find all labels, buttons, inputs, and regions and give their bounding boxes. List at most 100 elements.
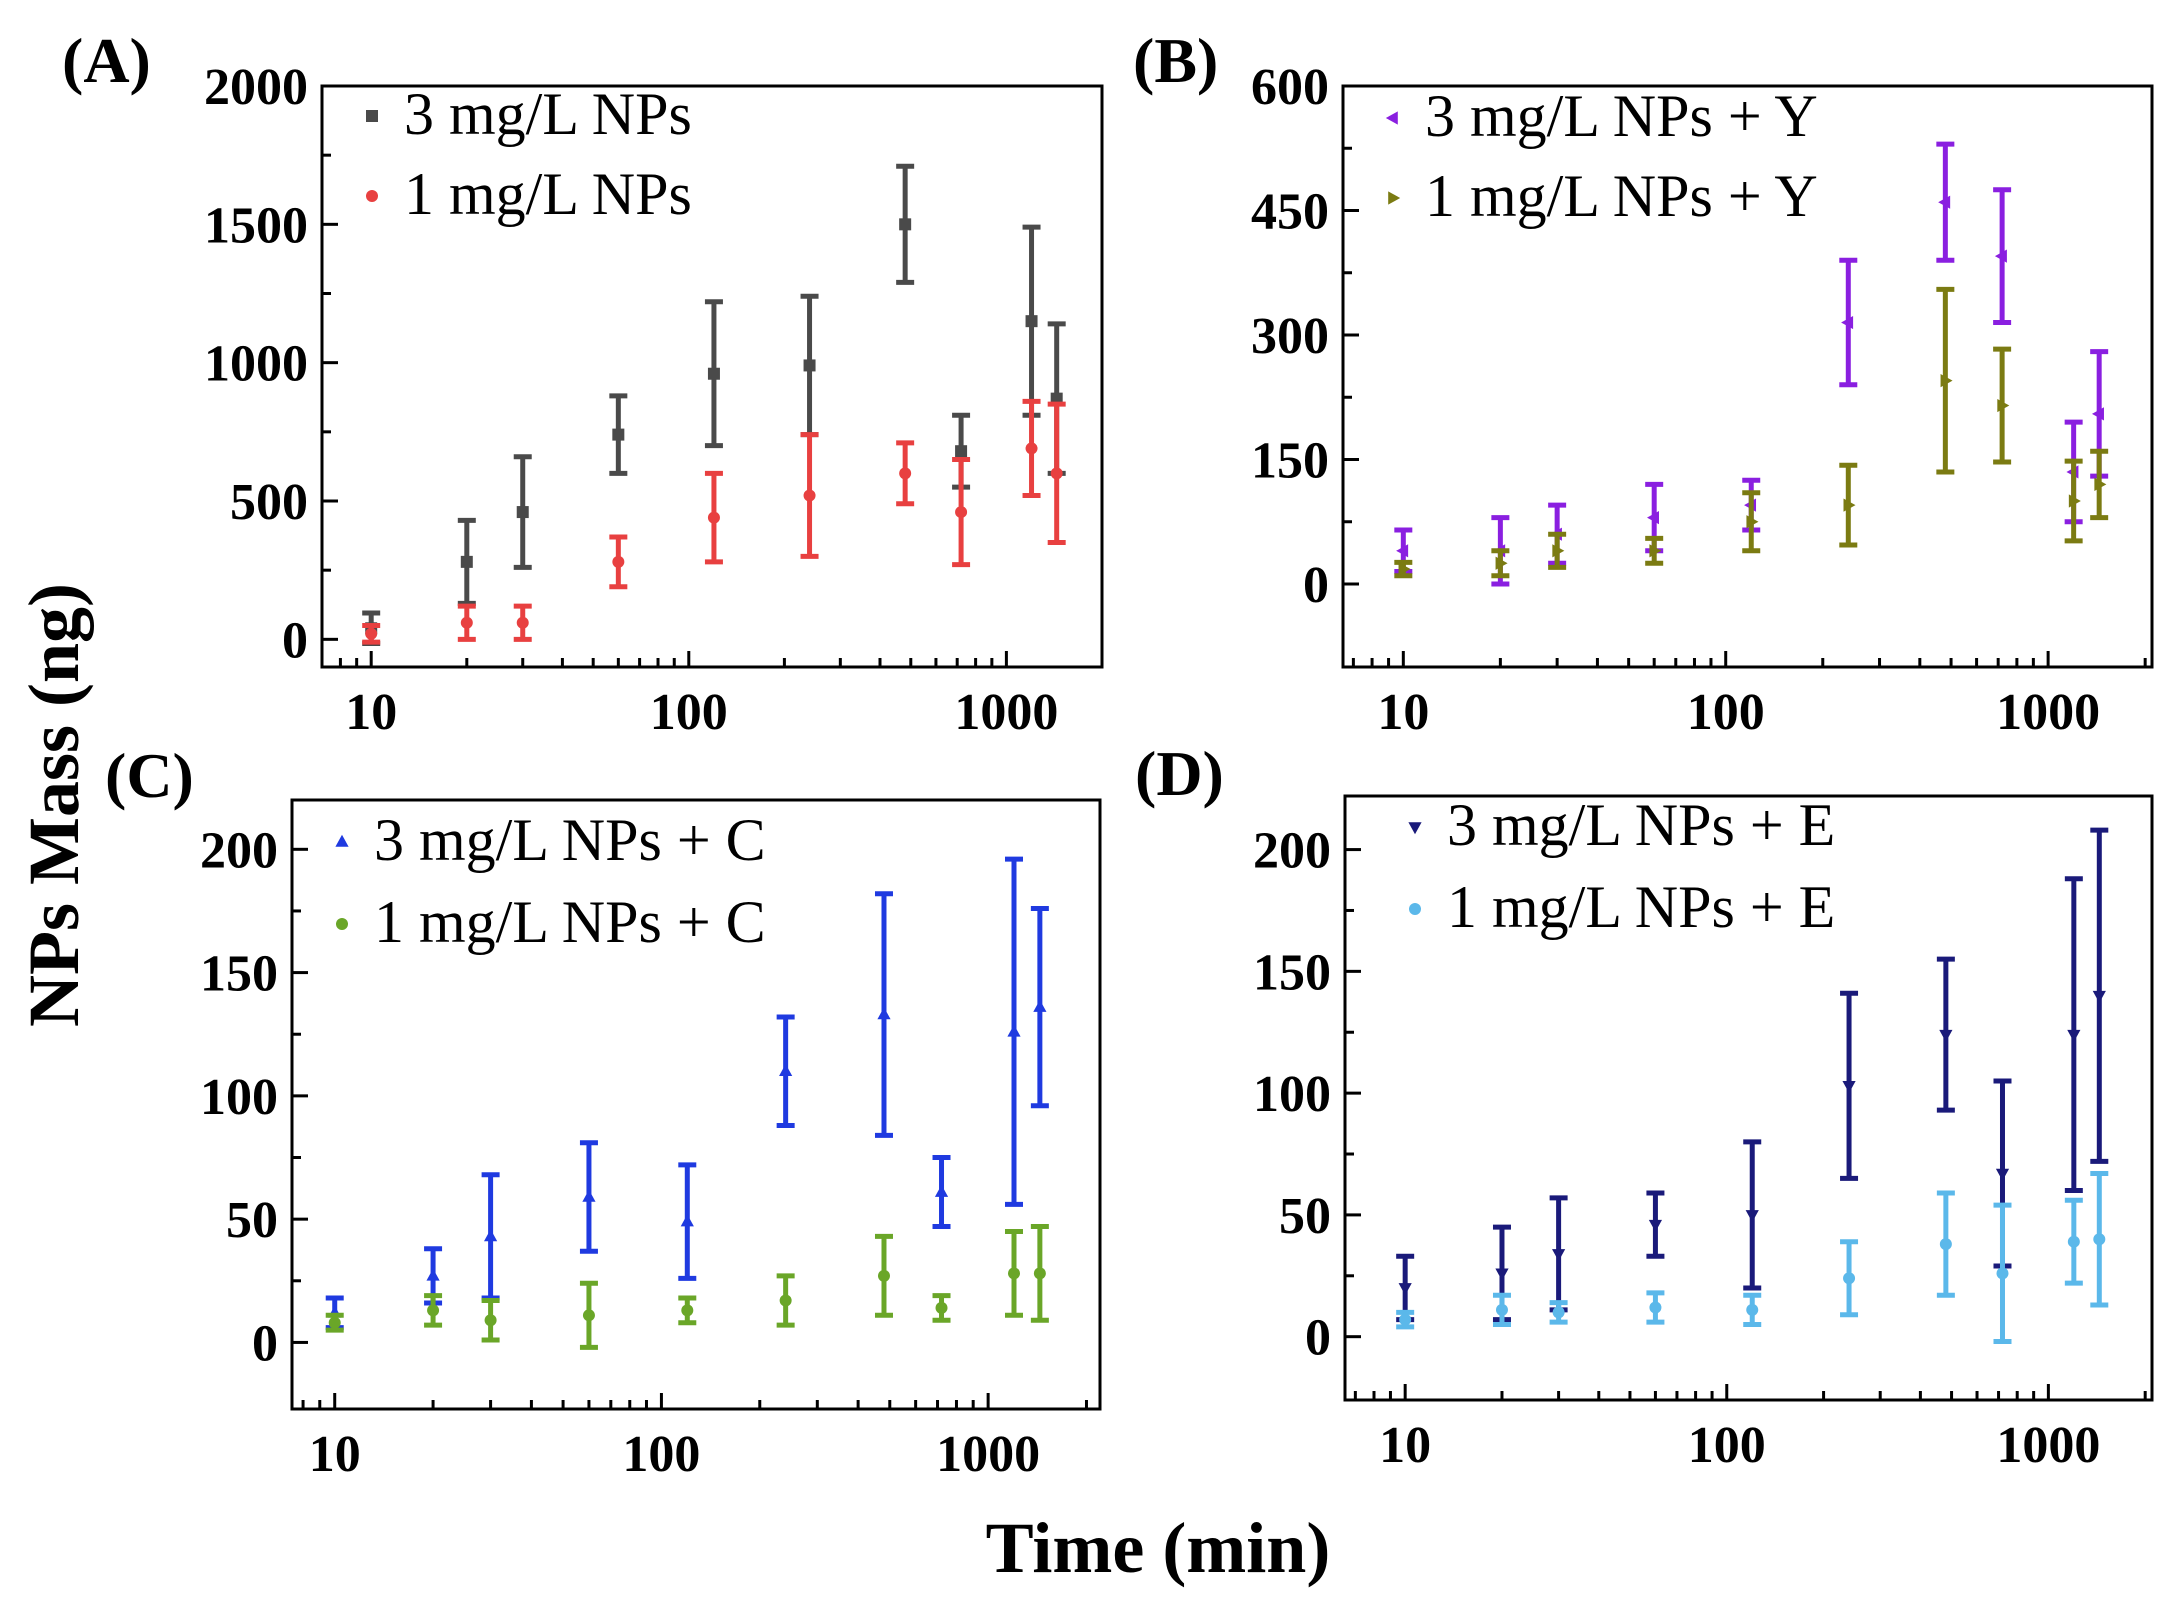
data-point [1649,1301,1662,1314]
data-point [779,1064,793,1077]
data-point [955,506,968,519]
data-point [1495,1303,1508,1316]
data-point [877,1007,891,1020]
data-point [1746,1303,1759,1316]
panel-b: (B) 10 100 1000 0 150 300 450 600 3 mg/L NPs + Y 1… [1133,25,2154,741]
y-tick-label: 0 [282,612,308,669]
y-tick-label: 1500 [204,197,308,254]
data-point [1746,515,1759,529]
data-point [1995,1168,2010,1181]
data-point [1033,1267,1046,1280]
data-point [1552,1306,1565,1319]
data-point [1495,1268,1509,1281]
data-point [935,1301,948,1314]
data-point [1396,544,1409,558]
legend-marker [1408,822,1422,835]
legend-label: 3 mg/L NPs [404,81,692,147]
data-point [1940,374,1953,388]
data-point [1938,195,1951,209]
y-tick-label: 1000 [204,336,308,393]
x-axis-title: Time (min) [986,1508,1331,1588]
x-tick-label: 1000 [954,684,1058,741]
data-point [1552,544,1565,558]
data-point [1025,442,1038,455]
data-point [460,616,473,629]
data-point [1050,467,1063,480]
legend-marker [1385,111,1398,125]
panel-label: (B) [1133,25,1218,96]
plot-frame [320,84,1104,669]
panel-d: (D) 10 100 1000 0 50 100 150 200 3 mg/L NPs + E 1 … [1135,738,2154,1474]
data-point [1939,1029,1953,1042]
data-point [483,1229,498,1242]
plot-frame [290,798,1102,1411]
series-2 [1394,286,2109,579]
y-tick-label: 600 [1251,59,1329,116]
plot-frame [1343,794,2154,1402]
data-point [899,467,912,480]
data-point [707,367,720,380]
data-point [2067,1235,2080,1248]
series-1 [362,163,1066,646]
legend-marker [335,834,349,847]
legend-marker [1388,191,1401,205]
data-point [1994,249,2007,263]
data-point [1007,1024,1021,1037]
y-tick-label: 100 [1253,1066,1331,1123]
data-point [1745,1210,1759,1223]
legend-label: 3 mg/L NPs + E [1447,792,1835,858]
data-point [934,1184,949,1197]
data-point [1398,1283,1412,1296]
x-tick-label: 10 [1377,684,1429,741]
legend-label: 3 mg/L NPs + C [374,807,766,873]
plot-frame [1341,84,2154,669]
panel-c: (C) 10 100 1000 0 50 100 150 200 3 mg/L NPs + C 1 … [105,740,1102,1483]
panel-label: (A) [62,25,151,96]
x-tick-label: 100 [650,684,728,741]
data-point [803,359,816,372]
data-point [612,555,625,568]
data-point [955,445,968,458]
data-point [899,218,912,231]
data-point [516,506,529,519]
y-tick-label: 300 [1251,308,1329,365]
x-tick-label: 100 [622,1426,700,1483]
x-tick-label: 100 [1688,1417,1766,1474]
data-point [2091,407,2104,421]
data-point [1939,1238,1952,1251]
legend-marker [336,918,348,930]
data-point [1399,1313,1412,1326]
y-tick-label: 150 [200,946,278,1003]
legend-marker [366,190,378,202]
y-tick-label: 500 [230,474,308,531]
data-point [803,489,816,502]
data-point [328,1316,341,1329]
data-point [1646,511,1659,525]
y-axis-title: NPs Mass (ng) [14,583,94,1027]
series-1 [325,856,1049,1331]
panel-label: (C) [105,740,194,811]
data-point [1648,1219,1663,1232]
data-point [1649,544,1662,558]
data-point [1843,498,1856,512]
x-tick-label: 10 [345,684,397,741]
data-point [612,428,625,441]
data-point [877,1269,890,1282]
data-point [2093,1233,2106,1246]
data-point [1841,315,1854,330]
y-tick-label: 150 [1251,433,1329,490]
y-tick-label: 200 [1253,823,1331,880]
data-point [484,1314,497,1327]
data-point [1997,398,2010,413]
y-tick-label: 2000 [204,59,308,116]
data-point [2094,477,2107,491]
data-point [2068,494,2081,508]
data-point [1007,1267,1020,1280]
y-tick-label: 0 [1303,557,1329,614]
data-point [707,511,720,524]
y-tick-label: 200 [200,822,278,879]
data-point [426,1268,440,1281]
data-point [1398,562,1411,576]
